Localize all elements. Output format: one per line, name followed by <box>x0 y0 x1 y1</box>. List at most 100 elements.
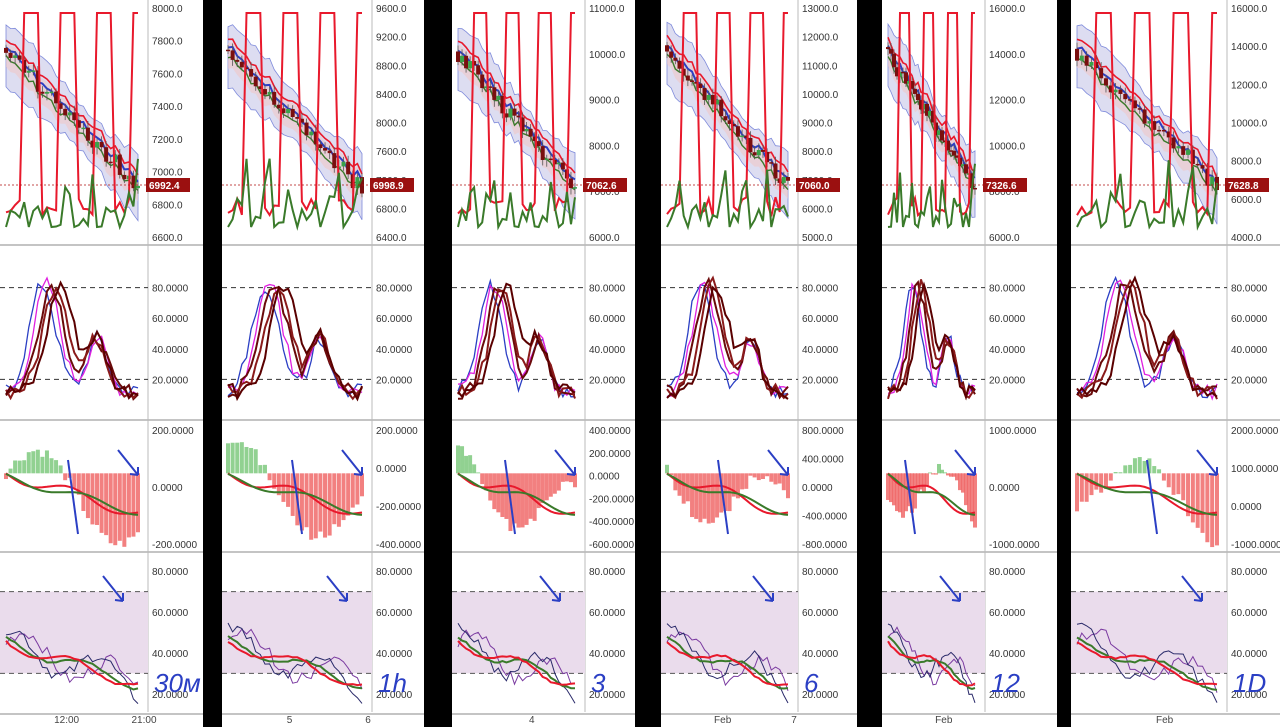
macd-histogram-bar <box>235 442 240 474</box>
candle <box>1108 85 1113 93</box>
macd-histogram-bar <box>13 460 18 474</box>
macd-histogram-bar <box>540 473 545 504</box>
x-tick: 4 <box>529 715 535 726</box>
candle <box>95 141 100 148</box>
candle <box>677 60 682 69</box>
candle <box>937 130 941 136</box>
stoch-tick: 20.0000 <box>152 375 189 386</box>
macd-histogram-bar <box>889 473 893 503</box>
candle <box>907 81 911 84</box>
rsi-tick: 40.0000 <box>802 649 839 660</box>
macd-tick: 400.0000 <box>802 455 844 466</box>
candle <box>973 187 977 190</box>
candle <box>13 55 18 58</box>
timeframe-label: 1D <box>1233 668 1266 698</box>
macd-histogram-bar <box>22 460 27 474</box>
last-price-badge <box>146 178 190 192</box>
macd-histogram-bar <box>44 450 49 474</box>
macd-histogram-bar <box>1157 469 1162 474</box>
macd-tick: -600.0000 <box>589 540 634 551</box>
price-tick: 13000.0 <box>802 4 839 15</box>
stoch-tick: 20.0000 <box>376 375 413 386</box>
rsi-line <box>5 635 139 691</box>
candle <box>226 49 230 52</box>
macd-histogram-bar <box>360 473 364 497</box>
macd-histogram-bar <box>928 472 932 474</box>
macd-histogram-bar <box>90 473 95 525</box>
candle <box>786 177 790 181</box>
macd-tick: -200.0000 <box>376 502 421 513</box>
macd-signal-line <box>457 473 576 516</box>
stoch-tick: 60.0000 <box>589 314 626 325</box>
ma-red-line <box>457 40 576 174</box>
rsi-tick: 40.0000 <box>989 649 1026 660</box>
candle <box>253 76 258 87</box>
macd-histogram-bar <box>934 473 938 475</box>
annotation-arrow <box>939 575 961 602</box>
stoch-tick: 60.0000 <box>802 314 839 325</box>
macd-histogram-bar <box>964 473 968 506</box>
macd-histogram-bar <box>230 442 235 474</box>
stoch-tick: 60.0000 <box>989 314 1026 325</box>
macd-histogram-bar <box>1103 473 1108 490</box>
stoch-tick: 80.0000 <box>589 284 626 295</box>
macd-histogram-bar <box>17 460 22 474</box>
macd-histogram-bar <box>131 473 136 537</box>
rsi-tick: 40.0000 <box>152 649 189 660</box>
macd-histogram-bar <box>272 473 277 489</box>
candle <box>949 150 953 152</box>
annotation-stroke <box>67 459 79 535</box>
macd-histogram-bar <box>735 473 740 499</box>
price-tick: 11000.0 <box>589 4 625 15</box>
macd-tick: 0.0000 <box>989 483 1020 494</box>
macd-histogram-bar <box>31 451 36 474</box>
x-tick: 12:00 <box>54 715 79 726</box>
candle <box>727 120 732 124</box>
rsi-line <box>1076 636 1218 691</box>
macd-tick: 0.0000 <box>802 483 833 494</box>
rsi-zone <box>1071 591 1227 674</box>
stoch-line <box>666 285 789 400</box>
macd-histogram-bar <box>744 473 749 489</box>
macd-tick: 400.0000 <box>589 426 631 437</box>
price-tick: 6400.0 <box>376 233 407 244</box>
panel-svg: 16000.0 14000.0 12000.0 10000.0 8000.0 6000.0… <box>1071 0 1280 726</box>
rsi-tick: 60.0000 <box>802 608 839 619</box>
candle <box>573 187 577 189</box>
macd-histogram-bar <box>940 469 944 474</box>
annotation-stroke <box>504 459 516 535</box>
rsi-tick: 40.0000 <box>376 649 413 660</box>
macd-histogram-bar <box>955 473 959 481</box>
stoch-line <box>887 281 976 401</box>
macd-histogram-bar <box>669 473 674 476</box>
candle <box>76 120 81 128</box>
macd-histogram-bar <box>544 473 549 501</box>
rsi-tick: 60.0000 <box>589 608 626 619</box>
annotation-arrow <box>752 575 774 602</box>
macd-histogram-bar <box>40 456 45 474</box>
panel-svg: 13000.0 12000.0 11000.0 10000.0 9000.0 8000.0… <box>661 0 857 726</box>
candle <box>710 94 715 105</box>
rsi-line <box>227 628 363 690</box>
candle <box>309 131 314 136</box>
annotation-arrow <box>954 449 976 476</box>
price-tick: 7000.0 <box>589 187 620 198</box>
candle <box>964 164 968 174</box>
macd-tick: 800.0000 <box>802 426 844 437</box>
last-price-badge <box>1225 178 1269 192</box>
macd-histogram-bar <box>731 473 736 497</box>
price-oscillator-red <box>1076 12 1217 217</box>
macd-tick: -400.0000 <box>802 512 847 523</box>
candle <box>54 91 59 104</box>
macd-histogram-bar <box>355 473 360 505</box>
timeframe-label: 6 <box>804 668 819 698</box>
price-oscillator-red <box>666 12 788 218</box>
candle <box>272 91 277 105</box>
macd-histogram-bar <box>777 473 782 484</box>
price-oscillator-green <box>457 180 576 231</box>
macd-histogram-bar <box>341 473 346 521</box>
candle <box>299 118 304 123</box>
candle <box>1195 163 1200 166</box>
candle <box>1075 48 1079 61</box>
price-tick: 12000.0 <box>1231 80 1268 91</box>
